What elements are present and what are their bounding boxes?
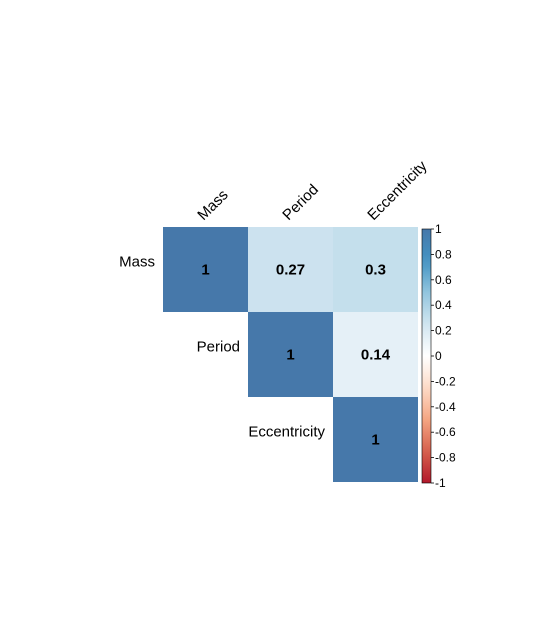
column-label-eccentricity: Eccentricity <box>364 157 431 224</box>
column-label-period: Period <box>279 181 322 224</box>
heatmap-cell-1-1 <box>248 312 333 397</box>
heatmap-cell-0-0 <box>163 227 248 312</box>
cell-value-1-1: 1 <box>286 347 294 364</box>
row-label-eccentricity: Eccentricity <box>248 424 325 441</box>
colorbar-tick-label-9: -0.8 <box>435 451 456 465</box>
cell-value-0-1: 0.27 <box>276 262 305 279</box>
colorbar-tick-label-4: 0.2 <box>435 324 452 338</box>
cell-values: 1 0.27 0.3 1 0.14 1 <box>201 262 390 449</box>
colorbar-tick-label-0: 1 <box>435 222 442 236</box>
row-label-mass: Mass <box>119 254 155 271</box>
colorbar-tick-label-1: 0.8 <box>435 247 452 261</box>
colorbar-tick-label-2: 0.6 <box>435 273 452 287</box>
cell-value-2-2: 1 <box>371 432 379 449</box>
colorbar-tick-label-3: 0.4 <box>435 298 452 312</box>
colorbar <box>421 228 432 484</box>
row-labels: Mass Period Eccentricity <box>119 254 325 441</box>
heatmap-cell-2-2 <box>333 397 418 482</box>
colorbar-tick-label-6: -0.2 <box>435 374 456 388</box>
column-label-mass: Mass <box>194 186 231 223</box>
colorbar-tick-label-5: 0 <box>435 349 442 363</box>
colorbar-tick-label-7: -0.4 <box>435 400 456 414</box>
cell-value-0-0: 1 <box>201 262 209 279</box>
heatmap-cell-0-1 <box>248 227 333 312</box>
heatmap-cell-0-2 <box>333 227 418 312</box>
column-labels: Mass Period Eccentricity <box>194 157 431 224</box>
colorbar-tick-label-10: -1 <box>435 476 446 490</box>
cell-value-0-2: 0.3 <box>365 262 386 279</box>
colorbar-legend: 1 0.8 0.6 0.4 0.2 0 -0.2 -0.4 -0.6 -0.8 -1 <box>421 222 456 490</box>
heatmap-cells <box>163 227 418 482</box>
cell-value-1-2: 0.14 <box>361 347 391 364</box>
row-label-period: Period <box>197 339 240 356</box>
colorbar-tick-label-8: -0.6 <box>435 425 456 439</box>
heatmap-cell-1-2 <box>333 312 418 397</box>
